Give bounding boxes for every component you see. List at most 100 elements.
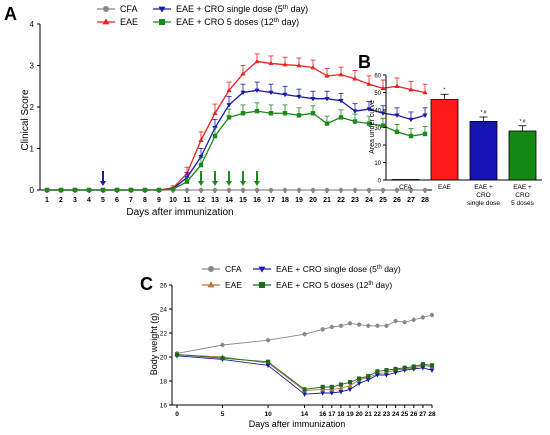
panel-a-ytick-label: 4 [30,20,35,29]
panel-a-ytick-label: 0 [30,186,35,195]
panel-a-legend-marker-0 [103,6,109,12]
panel-a-point-s3 [394,129,400,135]
panel-a-point-s3 [380,123,386,128]
panel-a-point-s2 [226,103,232,108]
panel-c-point-s0 [393,318,398,324]
panel-a-point-s2 [254,88,260,94]
panel-c-ytick-label: 26 [160,283,168,290]
panel-c-point-s2 [365,378,371,383]
panel-c-point-s0 [347,321,353,326]
panel-a-point-s3 [212,133,218,139]
panel-c-point-s2 [329,391,335,396]
panel-a-point-s2 [338,99,344,104]
panel-c-point-s3 [347,380,353,385]
panel-c-xtick-label: 27 [419,411,427,418]
panel-c-ytick-label: 24 [160,307,168,314]
panel-a-point-s1 [240,71,246,76]
panel-a-point-s0 [240,187,246,193]
panel-c-point-s0 [429,312,435,318]
panel-a-point-s3 [156,187,162,193]
panel-a-xtick-label: 5 [101,197,105,204]
panel-a-xtick-label: 27 [407,197,415,204]
panel-a-xtick-label: 19 [295,197,303,204]
panel-a-xtick-label: 23 [351,197,359,204]
panel-c-legend-label-2: EAE + CRO single dose (5th day) [276,264,401,274]
five-doses-arrow-head [198,181,204,186]
panel-a-point-s3 [240,111,246,116]
panel-a-point-s1 [422,89,428,95]
panel-a-xtick-label: 25 [379,197,387,204]
panel-c-ytick-label: 16 [160,403,168,410]
panel-a-point-s2 [366,107,372,112]
panel-c-xtick-label: 25 [401,411,409,418]
panel-b-bar-2 [469,120,498,181]
panel-c-xtick-label: 26 [410,411,418,418]
panel-c-ytick-label: 18 [160,379,168,386]
panel-b-bar-1 [430,99,459,181]
panel-c-xtick-label: 19 [346,411,354,418]
panel-c-xtick-label: 17 [328,411,336,418]
panel-b-category-label: EAE + [474,184,493,191]
panel-b-category-label: EAE + [513,184,532,191]
panel-a-point-s0 [198,187,204,193]
panel-b-ytick-label: 40 [374,109,381,115]
panel-a-dose-arrows [100,171,260,186]
panel-a-point-s0 [184,187,190,193]
panel-b-ytick-label: 30 [374,126,381,132]
panel-b-category-label: EAE [438,184,452,191]
panel-a-point-s1 [324,73,330,78]
panel-a-point-s1 [226,87,232,93]
panel-a-point-s3 [352,119,358,124]
panel-a-legend: CFA EAE EAE + CRO single dose (5th day) EAE… [97,4,308,27]
panel-a-point-s1 [394,83,400,89]
panel-a-chart: CFA EAE EAE + CRO single dose (5th day) EAE… [20,4,432,218]
panel-c-point-s0 [366,323,371,328]
panel-a-xtick-label: 11 [183,197,191,204]
panel-a-point-s3 [72,187,78,193]
panel-b-significance: * [444,87,446,93]
panel-c-point-s3 [357,376,362,381]
panel-a-point-s0 [212,187,218,193]
panel-a-xtick-label: 2 [59,197,63,204]
panel-c-point-s3 [338,382,344,387]
panel-b-ytick-label: 20 [374,144,381,150]
panel-a-point-s2 [408,117,414,123]
panel-c-point-s0 [357,322,362,327]
panel-a-xtick-label: 28 [421,197,429,204]
panel-a-point-s3 [324,121,330,126]
panel-a-point-s0 [268,187,274,193]
panel-a-point-s1 [212,110,218,115]
panel-a-point-s0 [366,187,372,193]
panel-a-point-s1 [310,64,316,70]
panel-a-point-s3 [44,187,50,193]
panel-c-point-s0 [220,342,225,348]
panel-c-xtick-label: 16 [319,411,327,418]
panel-c-point-s3 [220,356,225,361]
panel-a-point-s3 [226,115,232,120]
panel-a-legend-marker-3 [159,19,165,25]
panel-a-point-s1 [380,85,386,91]
panel-c-point-s3 [265,359,271,364]
panel-b-axes: 0 10 20 30 40 50 60 [374,74,542,185]
panel-c-point-s0 [265,338,271,343]
panel-c-point-s2 [302,392,307,397]
panel-a-point-s0 [352,187,358,193]
panel-a-ytick-label: 1 [30,145,35,154]
panel-a-point-s2 [324,96,330,102]
panel-c-point-s2 [347,387,353,392]
panel-a-point-s3 [184,179,190,184]
panel-c-point-s1 [347,383,353,388]
panel-a-point-s2 [422,113,428,118]
panel-a-point-s3 [282,111,288,116]
panel-c-ylabel: Body weight (g) [149,313,159,376]
panel-c-xtick-label: 22 [374,411,382,418]
panel-a-point-s2 [394,113,400,118]
panel-b-ytick-label: 60 [374,74,381,80]
panel-b-category-label: CFA [399,184,412,191]
panel-a-point-s3 [310,111,316,116]
panel-b-bar-3 [508,130,537,181]
panel-a-point-s3 [170,186,176,192]
